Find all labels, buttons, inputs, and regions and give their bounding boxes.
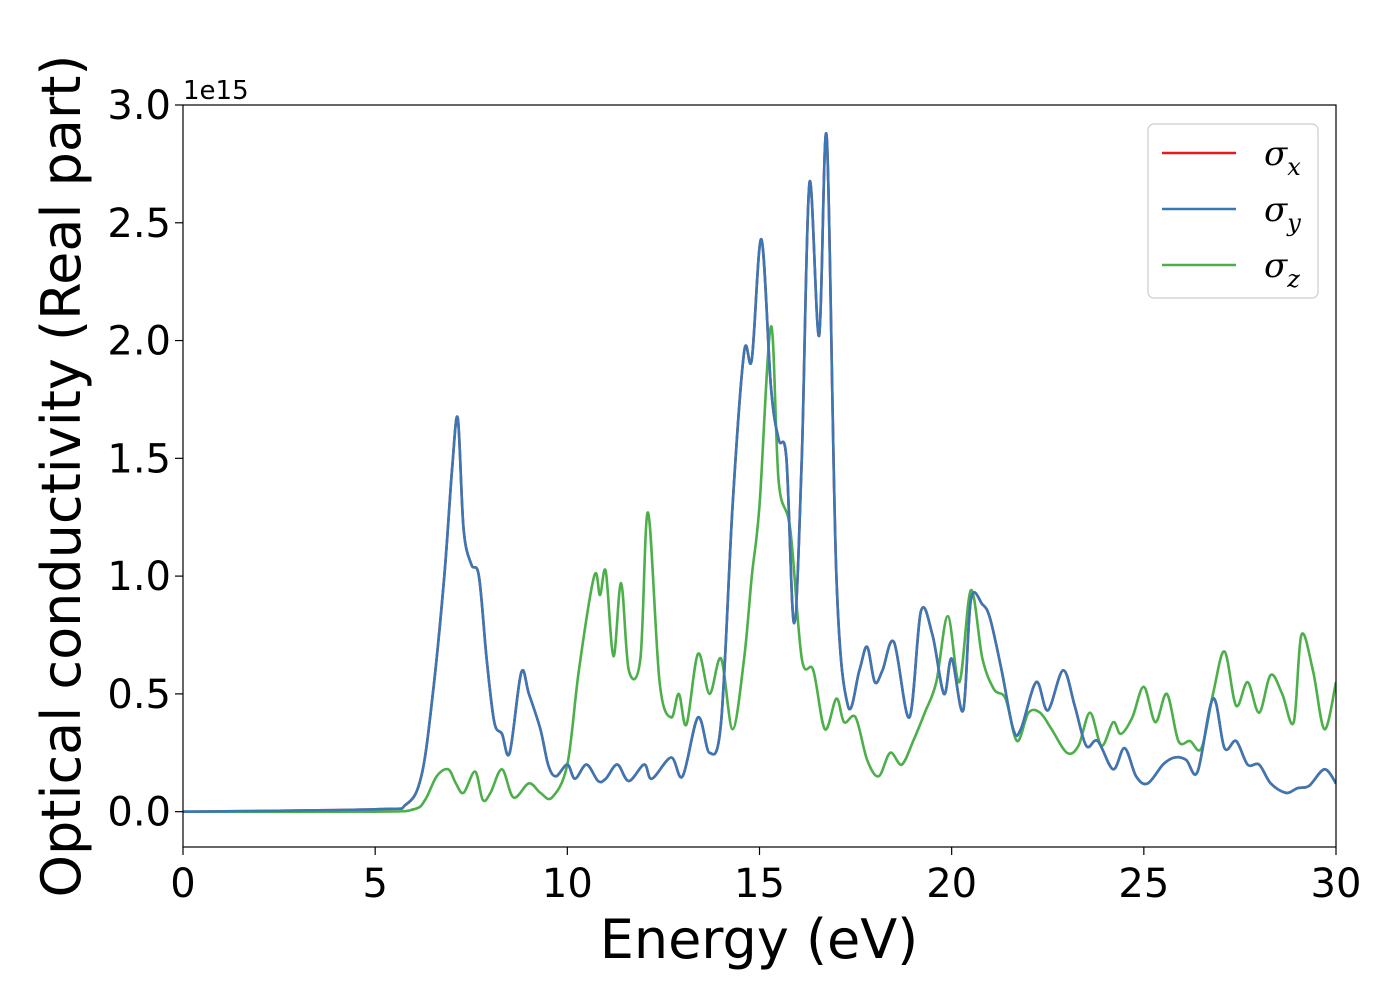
series-layer <box>183 132 1336 814</box>
x-tick-label: 25 <box>1118 861 1169 907</box>
y-axis: 0.0 0.5 1.0 1.5 2.0 2.5 3.0 <box>107 83 183 836</box>
y-axis-title: Optical conductivity (Real part) <box>30 55 93 898</box>
legend-label-z: σz <box>1264 246 1300 293</box>
x-axis: 0 5 10 15 20 25 30 <box>170 847 1361 907</box>
x-tick-label: 0 <box>170 861 195 907</box>
y-tick-label: 1.5 <box>107 436 171 482</box>
x-axis-title: Energy (eV) <box>600 908 919 971</box>
plot-area <box>183 105 1336 847</box>
legend-items: σx σy σz <box>1162 134 1301 293</box>
y-offset-label: 1e15 <box>183 76 249 106</box>
y-tick-label: 2.0 <box>107 319 171 365</box>
y-tick-label: 1.0 <box>107 554 171 600</box>
legend: σx σy σz <box>1147 123 1319 299</box>
series-line-z <box>183 325 1336 814</box>
y-tick-label: 0.5 <box>107 672 171 718</box>
y-tick-label: 3.0 <box>107 83 171 129</box>
legend-label-y: σy <box>1264 190 1301 237</box>
y-tick-label: 0.0 <box>107 790 171 836</box>
x-tick-label: 30 <box>1311 861 1362 907</box>
legend-label-x: σx <box>1264 134 1301 181</box>
y-tick-label: 2.5 <box>107 201 171 247</box>
x-tick-label: 5 <box>362 861 387 907</box>
series-line-y <box>183 132 1336 813</box>
x-tick-label: 20 <box>926 861 977 907</box>
legend-frame <box>1147 123 1319 299</box>
x-tick-label: 15 <box>734 861 785 907</box>
x-tick-label: 10 <box>542 861 593 907</box>
